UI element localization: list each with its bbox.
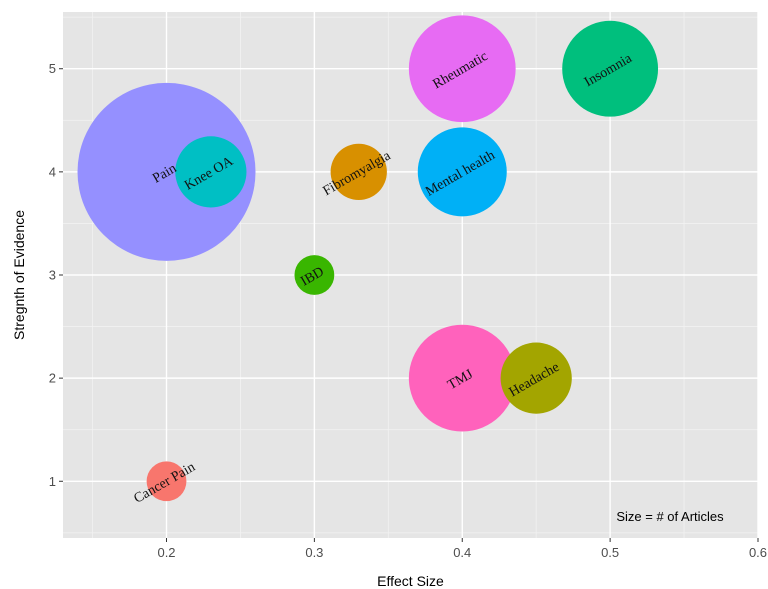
y-axis-ticks: 1 2 3 4 5 — [49, 61, 63, 489]
bubble-insomnia — [562, 20, 659, 117]
bubble-knee-oa — [175, 136, 247, 208]
x-tick-label: 0.2 — [157, 545, 175, 560]
x-axis-ticks: 0.2 0.3 0.4 0.5 0.6 — [157, 538, 767, 560]
bubble-ibd — [294, 255, 335, 295]
bubble-headache — [500, 342, 572, 414]
bubble-rheumatic — [408, 15, 516, 123]
x-tick-label: 0.6 — [749, 545, 767, 560]
y-tick-label: 5 — [49, 61, 56, 76]
size-note: Size = # of Articles — [616, 509, 724, 524]
bubble-mental-health — [417, 127, 507, 217]
y-tick-label: 4 — [49, 164, 56, 179]
major-gridlines — [63, 12, 759, 538]
x-tick-label: 0.3 — [305, 545, 323, 560]
x-tick-label: 0.5 — [601, 545, 619, 560]
y-axis-title: Stregnth of Evidence — [11, 210, 27, 340]
y-tick-label: 1 — [49, 474, 56, 489]
bubbles — [77, 15, 659, 502]
y-tick-label: 3 — [49, 268, 56, 283]
bubble-cancer-pain — [146, 461, 187, 502]
y-tick-label: 2 — [49, 371, 56, 386]
bubble-fibromyalgia — [330, 143, 387, 201]
x-axis-title: Effect Size — [377, 573, 444, 589]
bubble-tmj — [408, 324, 516, 432]
bubble-pain — [77, 82, 256, 261]
x-tick-label: 0.4 — [453, 545, 471, 560]
